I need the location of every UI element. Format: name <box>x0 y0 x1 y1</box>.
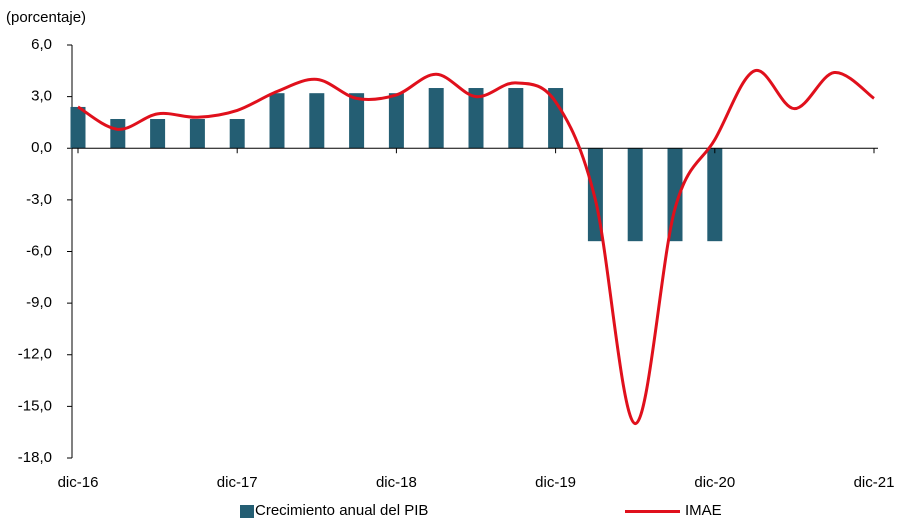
bar <box>189 118 205 149</box>
y-tick-label: -12,0 <box>18 346 52 363</box>
y-tick-label: -9,0 <box>26 294 52 311</box>
legend-label: Crecimiento anual del PIB <box>255 502 428 519</box>
bar <box>309 93 325 149</box>
bar <box>508 88 524 149</box>
y-tick-label: 6,0 <box>31 36 52 53</box>
bar <box>70 106 86 149</box>
y-tick-label: -6,0 <box>26 242 52 259</box>
bar <box>388 93 404 149</box>
bar <box>428 88 444 149</box>
bar <box>468 88 484 149</box>
bar <box>269 93 285 149</box>
y-tick-label: -18,0 <box>18 449 52 466</box>
bar <box>349 93 365 149</box>
bar <box>627 148 643 242</box>
x-tick-label: dic-20 <box>694 474 735 491</box>
y-tick-label: 0,0 <box>31 139 52 156</box>
legend-swatch <box>240 505 254 518</box>
bar <box>150 118 166 149</box>
bar <box>707 148 723 242</box>
bar <box>110 118 126 149</box>
legend-label: IMAE <box>685 502 722 519</box>
y-tick-label: -3,0 <box>26 191 52 208</box>
x-tick-label: dic-18 <box>376 474 417 491</box>
y-tick-label: -15,0 <box>18 397 52 414</box>
bar <box>548 88 564 149</box>
x-tick-label: dic-16 <box>58 474 99 491</box>
y-tick-label: 3,0 <box>31 88 52 105</box>
x-tick-label: dic-17 <box>217 474 258 491</box>
x-tick-label: dic-19 <box>535 474 576 491</box>
x-tick-label: dic-21 <box>854 474 895 491</box>
line <box>77 69 875 426</box>
chart-subtitle: (porcentaje) <box>6 9 86 26</box>
bar <box>229 118 245 149</box>
